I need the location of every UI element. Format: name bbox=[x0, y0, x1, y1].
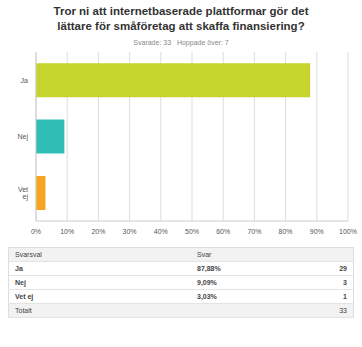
svg-text:0%: 0% bbox=[31, 228, 41, 235]
html-text:Svar: Svar bbox=[197, 251, 212, 258]
svg-text:20%: 20% bbox=[91, 228, 105, 235]
svg-text:Nej: Nej bbox=[17, 133, 28, 141]
svg-text:40%: 40% bbox=[154, 228, 168, 235]
svg-text:80%: 80% bbox=[279, 228, 293, 235]
html-text:Svarsval: Svarsval bbox=[15, 251, 42, 258]
svg-text:70%: 70% bbox=[247, 228, 261, 235]
html-text:Totalt: Totalt bbox=[15, 307, 32, 314]
html-text:33: 33 bbox=[339, 307, 347, 314]
html-text:Ja: Ja bbox=[15, 265, 23, 272]
html-text:Tror ni att internetbaserade p: Tror ni att internetbaserade plattformar… bbox=[53, 5, 309, 32]
svg-text:10%: 10% bbox=[60, 228, 74, 235]
svg-text:90%: 90% bbox=[310, 228, 324, 235]
html-text:Svarade: 33 Hoppade över: 7: Svarade: 33 Hoppade över: 7 bbox=[133, 39, 229, 46]
html-text:3,03%: 3,03% bbox=[197, 293, 217, 300]
svg-text:30%: 30% bbox=[123, 228, 137, 235]
svg-text:100%: 100% bbox=[339, 228, 354, 235]
svg-text:Vetej: Vetej bbox=[18, 186, 29, 201]
html-text:87,88%: 87,88% bbox=[197, 265, 221, 272]
svg-text:60%: 60% bbox=[216, 228, 230, 235]
html-text:Vet ej: Vet ej bbox=[15, 293, 34, 300]
html-text:Nej: Nej bbox=[15, 279, 26, 286]
html-text:1: 1 bbox=[343, 293, 347, 300]
svg-text:Ja: Ja bbox=[21, 77, 29, 84]
svg-text:50%: 50% bbox=[185, 228, 199, 235]
html-text:29: 29 bbox=[339, 265, 347, 272]
html-text:9,09%: 9,09% bbox=[197, 279, 217, 286]
html-text:3: 3 bbox=[343, 279, 347, 286]
